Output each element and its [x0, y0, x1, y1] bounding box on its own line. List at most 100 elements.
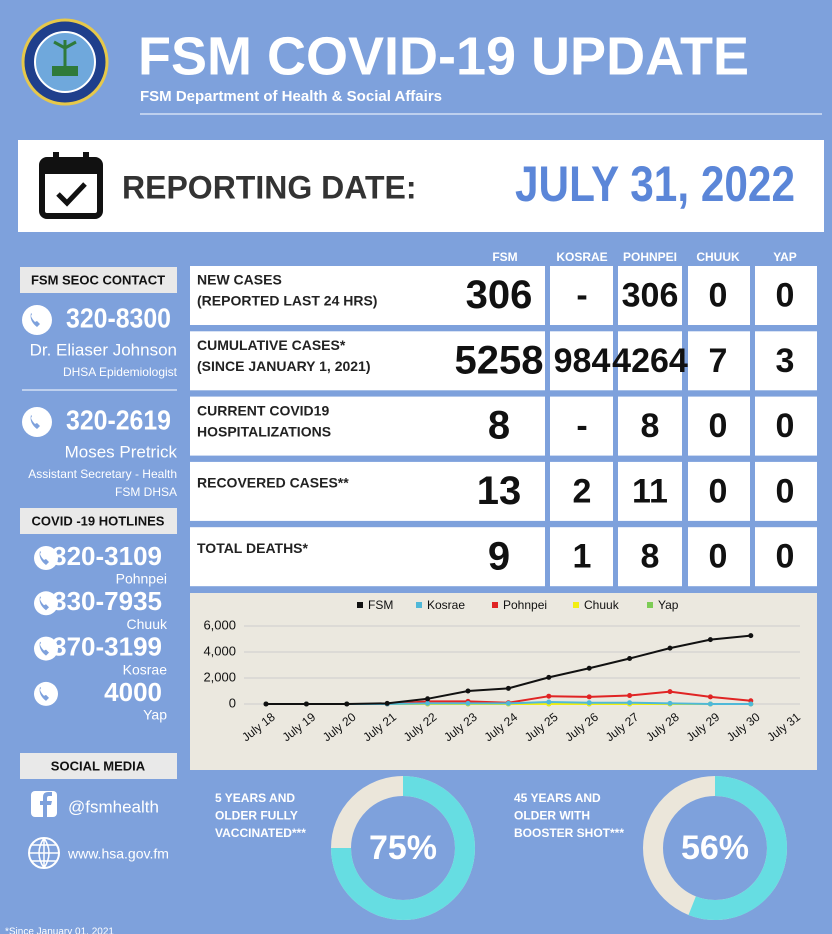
- row-label-cell: [190, 527, 545, 587]
- row-value: 8: [488, 404, 510, 448]
- row-label: CURRENT COVID19: [197, 402, 329, 418]
- hotline-number: 370-3199: [52, 631, 162, 661]
- value-cell: [755, 331, 817, 391]
- section-title: FSM SEOC CONTACT: [31, 272, 165, 287]
- hotline-number: 330-7935: [52, 586, 162, 616]
- value-cell: [550, 331, 613, 391]
- series-point: [586, 665, 592, 671]
- column-header: KOSRAE: [556, 250, 607, 264]
- series-point: [667, 689, 673, 695]
- legend-label: Chuuk: [584, 598, 620, 612]
- column-header: POHNPEI: [623, 250, 677, 264]
- seal: [21, 18, 109, 106]
- series-point: [303, 701, 309, 707]
- facebook-handle: @fsmhealth: [68, 797, 159, 816]
- row-value: 2: [573, 472, 592, 510]
- donut-label: VACCINATED***: [215, 826, 306, 840]
- series-point: [667, 700, 673, 706]
- row-label: HOSPITALIZATIONS: [197, 423, 331, 439]
- row-value: 4264: [612, 342, 688, 380]
- row-value: 8: [641, 407, 660, 445]
- row-label-cell: [190, 331, 545, 391]
- hotline-number: 4000: [104, 677, 162, 707]
- series-point: [627, 700, 633, 706]
- row-value: 13: [477, 469, 522, 513]
- phone-glyph: [38, 549, 49, 565]
- calendar-icon: [39, 152, 103, 219]
- phone-glyph: [29, 311, 40, 327]
- row-value: 0: [776, 472, 795, 510]
- section-title: COVID -19 HOTLINES: [32, 513, 165, 528]
- row-value: 3: [776, 342, 795, 380]
- value-cell: [550, 527, 613, 587]
- hotline-place: Pohnpei: [116, 571, 167, 587]
- series-point: [384, 700, 390, 706]
- date-box: [18, 140, 824, 232]
- donut-value: 56%: [681, 829, 749, 867]
- value-cell: [755, 396, 817, 456]
- contact-role: FSM DHSA: [115, 485, 177, 499]
- series-point: [586, 694, 592, 700]
- series-point: [627, 656, 633, 661]
- chart-panel: [190, 593, 817, 770]
- section-box: [20, 508, 177, 534]
- series-point: [505, 685, 511, 691]
- donut-arc: [688, 776, 787, 920]
- row-label-cell: [190, 266, 545, 325]
- row-value: 11: [632, 472, 668, 510]
- phone-glyph: [38, 684, 49, 701]
- donut-label: 5 YEARS AND: [215, 791, 295, 805]
- value-cell: [688, 527, 750, 587]
- value-cell: [618, 396, 682, 456]
- row-value: 0: [776, 407, 795, 445]
- series-point: [425, 696, 431, 702]
- row-value: 0: [776, 276, 795, 314]
- date-value: JULY 31, 2022: [515, 156, 795, 212]
- series-point: [707, 701, 713, 707]
- y-tick-label: 2,000: [203, 669, 236, 684]
- row-value: -: [576, 407, 587, 445]
- legend-label: FSM: [368, 598, 393, 612]
- row-value: 984: [554, 342, 611, 380]
- donut-label: OLDER WITH: [514, 809, 590, 823]
- donut-value: 75%: [369, 829, 437, 867]
- series-point: [586, 700, 592, 706]
- series-point: [546, 674, 552, 680]
- series-point: [667, 645, 673, 651]
- phone-number: 320-8300: [66, 302, 171, 333]
- row-value: 0: [709, 472, 728, 510]
- phone-glyph: [29, 413, 40, 429]
- subtitle: FSM Department of Health & Social Affair…: [140, 88, 442, 105]
- value-cell: [755, 527, 817, 587]
- row-value: 0: [709, 276, 728, 314]
- row-value: 306: [622, 276, 679, 314]
- series-point: [263, 701, 269, 707]
- series-point: [748, 633, 754, 639]
- column-header: YAP: [773, 250, 797, 264]
- contact-name: Dr. Eliaser Johnson: [30, 340, 177, 359]
- donut-arc: [331, 776, 475, 920]
- row-value: 0: [709, 407, 728, 445]
- donut-label: BOOSTER SHOT***: [514, 826, 624, 840]
- row-label: (SINCE JANUARY 1, 2021): [197, 358, 371, 374]
- column-header: CHUUK: [696, 250, 740, 264]
- phone-glyph: [38, 594, 49, 611]
- hotline-place: Kosrae: [123, 661, 168, 677]
- donut-label: OLDER FULLY: [215, 809, 298, 823]
- contact-role: Assistant Secretary - Health: [28, 467, 177, 481]
- phone-glyph: [38, 639, 49, 656]
- hotline-number: 320-3109: [52, 541, 162, 571]
- phone-icon: [22, 305, 52, 335]
- row-value: 8: [641, 538, 660, 576]
- value-cell: [688, 461, 750, 521]
- series-point: [465, 688, 471, 694]
- row-label: CUMULATIVE CASES*: [197, 337, 346, 353]
- row-value: 7: [709, 342, 728, 380]
- value-cell: [688, 331, 750, 391]
- legend-label: Yap: [658, 598, 679, 612]
- series-point: [707, 694, 713, 700]
- legend-swatch: [647, 602, 653, 608]
- series-point: [546, 699, 552, 705]
- section-title: SOCIAL MEDIA: [51, 758, 146, 773]
